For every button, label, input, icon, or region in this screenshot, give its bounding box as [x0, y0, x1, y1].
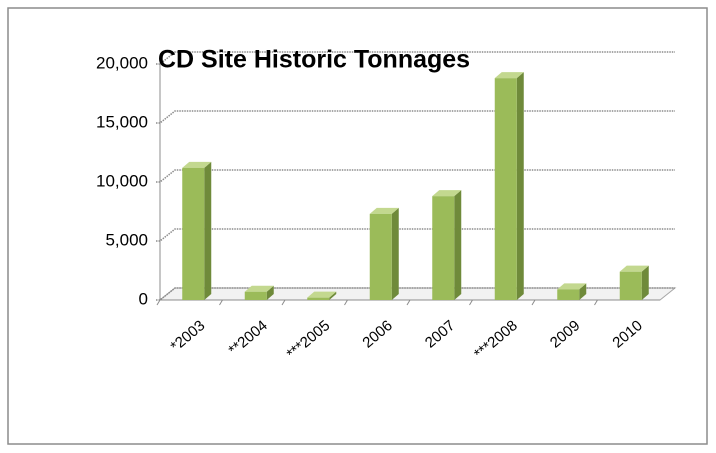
floor [158, 287, 677, 301]
bar [432, 190, 462, 300]
y-tick-label: 10,000 [96, 171, 148, 190]
x-tick [156, 299, 161, 306]
bar-front [557, 289, 580, 300]
bar-side [391, 207, 399, 300]
chart-border [7, 7, 708, 445]
bar-front [182, 167, 205, 300]
x-tick [469, 299, 473, 306]
bar-top [494, 72, 524, 79]
bar [494, 72, 524, 300]
bar [182, 161, 212, 300]
bar-side [329, 291, 337, 300]
bar-side [204, 161, 212, 300]
grid-line [156, 287, 675, 301]
x-tick [531, 299, 536, 306]
x-tick [219, 299, 223, 306]
bar-top [182, 161, 212, 168]
y-tick-label: 0 [139, 289, 148, 308]
chart-title: CD Site Historic Tonnages [158, 46, 470, 74]
bar-side [579, 283, 587, 300]
bar-top [244, 285, 274, 292]
bar-top [619, 265, 649, 272]
bar [557, 283, 587, 300]
bar [307, 291, 337, 300]
bar-top [369, 207, 399, 214]
bar-front [244, 291, 267, 300]
x-tick [281, 299, 286, 306]
bar-front [432, 196, 455, 300]
bar-front [369, 213, 392, 300]
y-tick-label: 15,000 [96, 112, 148, 131]
grid-line [156, 228, 675, 242]
bar-top [557, 283, 587, 290]
bar [244, 285, 274, 300]
bar [619, 265, 649, 300]
bar-side [516, 72, 524, 300]
bar-side [454, 190, 462, 300]
bar-front [307, 297, 330, 300]
bar-front [619, 271, 642, 300]
grid-line [156, 51, 675, 65]
y-tick-label: 5,000 [105, 230, 148, 249]
x-tick [406, 299, 411, 306]
bar-side [641, 265, 649, 300]
bar [369, 207, 399, 300]
x-tick [594, 299, 598, 306]
bar-top [307, 291, 337, 298]
y-tick-label: 20,000 [96, 53, 148, 72]
grid-line [156, 110, 675, 124]
bar-front [494, 78, 517, 300]
x-tick [344, 299, 348, 306]
grid-line [156, 169, 675, 183]
bar-top [432, 190, 462, 197]
bar-side [266, 285, 274, 300]
